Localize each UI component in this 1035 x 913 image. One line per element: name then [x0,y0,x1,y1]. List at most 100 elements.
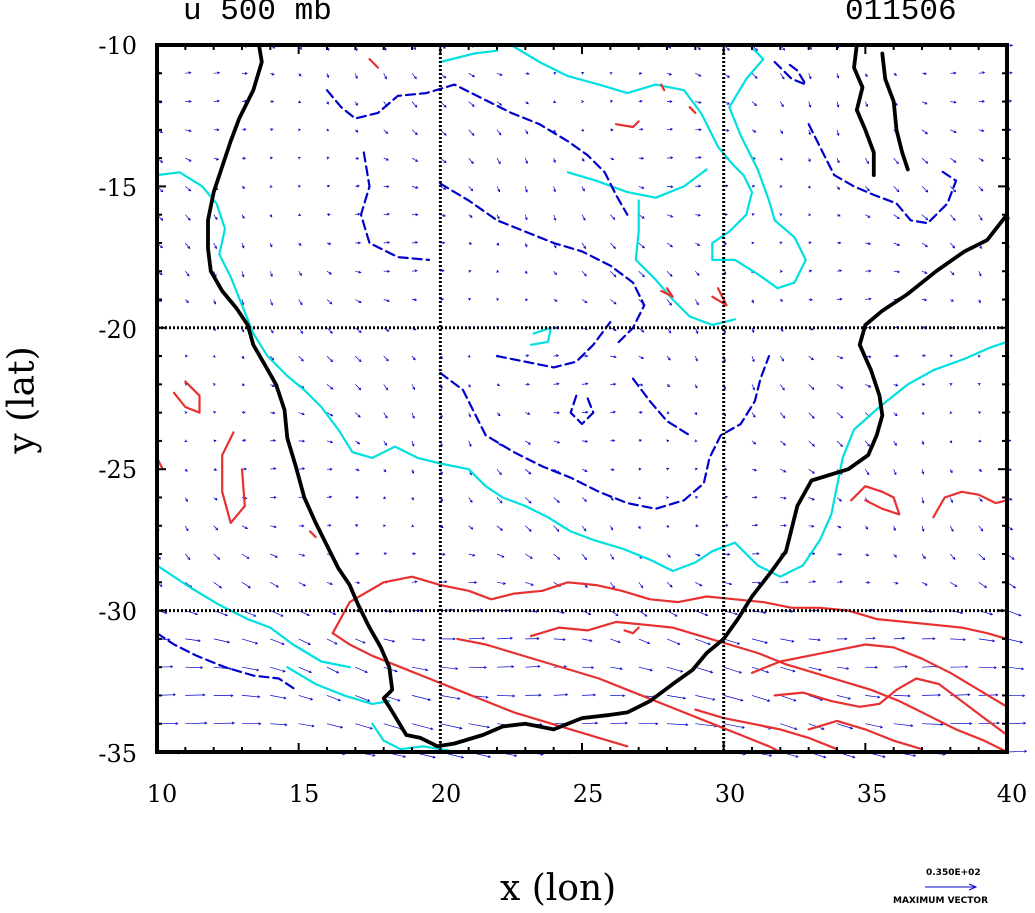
wind-vector-head [817,638,821,642]
wind-vector-head [639,439,643,443]
wind-vector [751,412,756,418]
positive-contour-line [172,380,201,414]
wind-vector-head [640,356,644,359]
wind-vector [950,186,956,192]
wind-vector-head [638,496,642,499]
wind-vector-head [269,156,274,160]
wind-vector-head [1023,721,1027,725]
wind-vector-head [698,73,702,77]
wind-vector-head [469,499,473,503]
zero-contour-line [566,168,708,199]
wind-vector-head [243,467,248,471]
wind-vector-head [697,213,701,217]
wind-vector-head [726,128,730,132]
wind-vector-head [698,128,702,132]
wind-vector [468,186,473,191]
wind-vector-head [442,214,446,217]
wind-vector [893,214,900,219]
wind-vector-head [677,642,681,645]
wind-vector [581,553,587,560]
wind-vector-head [647,641,651,645]
wind-vector [553,186,556,192]
wind-vector-head [413,46,417,50]
wind-vector-head [525,101,529,105]
wind-vector-head [1010,43,1014,47]
wind-vector [666,186,673,188]
wind-vector-head [328,271,332,275]
wind-vector [921,242,928,247]
wind-vector [978,666,997,669]
wind-vector [638,242,645,249]
wind-vector [468,129,475,136]
wind-vector-head [838,241,842,245]
wind-vector [666,666,683,673]
wind-vector [780,666,795,672]
wind-vector [610,270,617,277]
wind-vector-head [219,585,222,589]
wind-vector-head [297,128,301,132]
wind-vector [921,525,924,532]
chart-title: u 500 mb [183,0,332,29]
wind-vector [525,666,540,668]
wind-vector [440,666,458,670]
wind-vector [326,723,343,728]
wind-vector-head [836,75,840,79]
wind-vector-head [984,585,988,588]
wind-vector-head [243,439,247,442]
wind-vector-head [554,272,557,276]
wind-vector-head [1009,527,1013,531]
wind-vector-head [669,244,673,248]
wind-vector-head [329,467,333,471]
wind-vector [496,637,513,640]
wind-vector [185,610,198,615]
wind-vector-head [846,667,850,670]
wind-vector-head [710,670,714,674]
wind-vector-head [807,159,811,163]
wind-vector-head [537,664,541,668]
wind-vector [921,157,928,164]
wind-vector-head [696,302,699,306]
wind-vector-head [780,131,784,135]
wind-vector [298,355,304,362]
wind-vector [808,355,814,361]
wind-vector [609,525,614,531]
wind-vector-head [330,440,334,444]
wind-vector [553,383,559,385]
wind-vector-head [562,638,566,642]
wind-vector-head [591,666,595,670]
wind-vector-head [811,497,815,501]
positive-contour-line [529,620,1009,754]
zero-contour-line [439,49,499,64]
wind-vector-head [795,754,799,758]
wind-vector [638,327,645,333]
wind-vector-head [159,584,163,587]
y-tick-label: -20 [98,316,137,344]
wind-vector-head [949,383,953,386]
y-tick-label: -35 [98,740,137,768]
wind-vector-head [766,670,770,674]
wind-vector [978,525,984,532]
positive-contour-line [660,287,674,298]
wind-vector-head [204,721,208,725]
wind-vector-head [751,241,755,245]
wind-vector [241,666,259,671]
x-tick-label: 10 [146,780,178,808]
wind-vector [525,525,532,532]
wind-vector [326,270,332,275]
wind-vector [695,581,702,587]
wind-vector-head [811,415,815,419]
wind-vector [950,214,956,221]
wind-vector [383,213,390,216]
wind-vector-head [394,669,398,673]
wind-vector [241,638,258,644]
wind-vector-head [953,189,957,193]
wind-vector-head [487,755,492,758]
wind-vector-head [185,528,189,532]
wind-vector-head [482,636,486,640]
wind-vector-head [792,669,796,673]
wind-vector-head [1024,749,1028,753]
wind-vector [525,412,530,415]
wind-vector-head [471,103,475,107]
wind-vector-head [641,186,645,189]
wind-vector [808,525,814,527]
